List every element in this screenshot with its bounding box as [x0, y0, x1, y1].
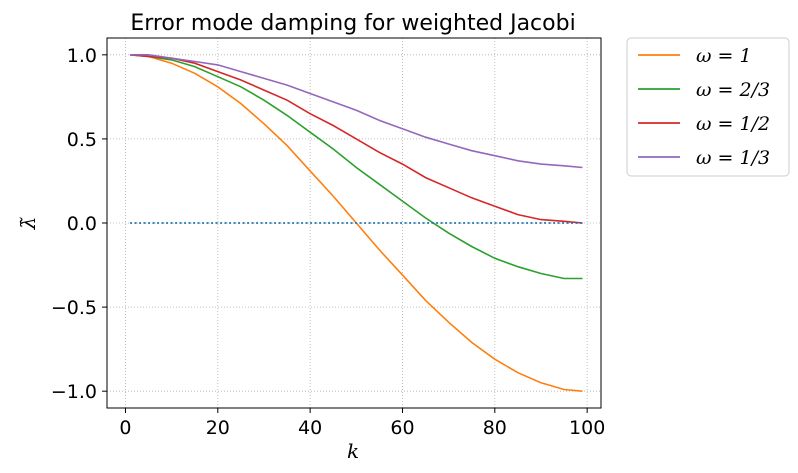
chart-title: Error mode damping for weighted Jacobi — [130, 11, 575, 36]
y-tick-label: −1.0 — [51, 381, 97, 403]
y-axis-label: λ̃ — [16, 217, 40, 231]
y-tick-label: −0.5 — [51, 297, 97, 319]
series-line-3 — [130, 53, 583, 169]
x-axis: 0 20 40 60 80 100 — [119, 408, 605, 439]
x-tick-label: 100 — [569, 417, 605, 439]
legend-label: ω = 1/3 — [696, 147, 770, 169]
series-layer — [130, 53, 583, 392]
legend: ω = 1 ω = 2/3 ω = 1/2 ω = 1/3 — [626, 37, 790, 177]
x-axis-label: k — [347, 439, 359, 463]
legend-label: ω = 2/3 — [696, 79, 770, 101]
x-tick-label: 20 — [206, 417, 230, 439]
legend-label: ω = 1/2 — [696, 113, 770, 135]
y-tick-label: 0.0 — [67, 213, 97, 235]
y-tick-label: 0.5 — [67, 129, 97, 151]
y-axis: 1.0 0.5 0.0 −0.5 −1.0 — [51, 45, 107, 403]
x-tick-label: 40 — [298, 417, 322, 439]
legend-label: ω = 1 — [696, 45, 752, 67]
x-tick-label: 80 — [483, 417, 507, 439]
series-line-2 — [130, 54, 583, 224]
x-tick-label: 60 — [390, 417, 414, 439]
y-tick-label: 1.0 — [67, 45, 97, 67]
legend-box — [626, 37, 790, 177]
x-tick-label: 0 — [119, 417, 131, 439]
series-line-1 — [130, 54, 583, 280]
